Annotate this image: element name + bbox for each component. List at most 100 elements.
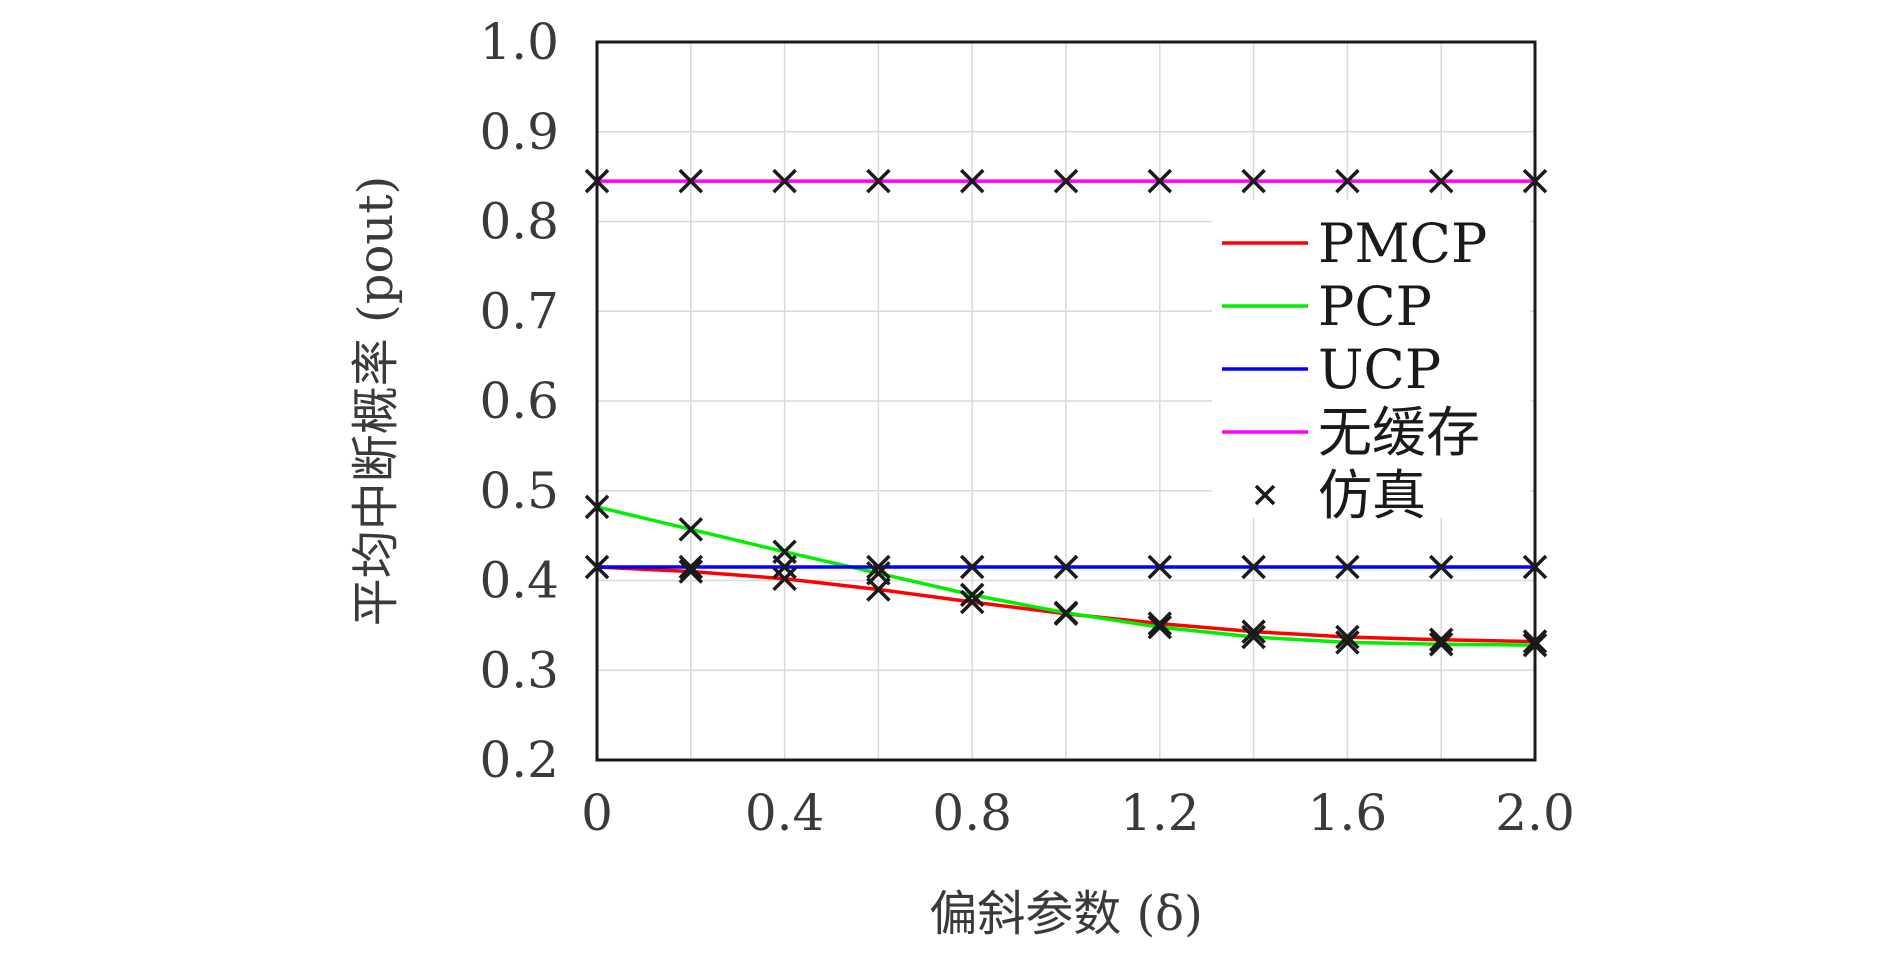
simulation-marker — [772, 566, 797, 591]
simulation-marker — [772, 168, 797, 194]
marker-stroke — [678, 554, 704, 580]
marker-stroke — [772, 566, 797, 591]
marker-stroke — [1335, 168, 1360, 194]
y-tick-labels: 0.2 0.3 0.4 0.5 0.6 0.7 0.8 0.9 1.0 — [479, 13, 559, 789]
x-tick-label: 2.0 — [1495, 784, 1575, 842]
simulation-marker — [959, 168, 985, 194]
y-tick-label: 0.9 — [479, 103, 559, 161]
x-tick-label: 0.4 — [745, 784, 825, 842]
y-tick-label: 0.3 — [479, 641, 559, 699]
marker-stroke — [1428, 554, 1454, 580]
marker-stroke — [1335, 624, 1360, 650]
legend-background — [1212, 200, 1530, 518]
simulation-marker — [678, 554, 704, 580]
marker-stroke — [1241, 619, 1266, 644]
legend-entry: 仿真 — [1254, 464, 1426, 527]
simulation-marker — [866, 554, 891, 580]
y-tick-label: 0.5 — [479, 462, 559, 520]
marker-stroke — [866, 554, 891, 580]
simulation-markers — [584, 168, 1548, 658]
simulation-marker — [1053, 554, 1079, 580]
y-tick-label: 0.2 — [479, 731, 559, 789]
x-tick-labels: 0 0.4 0.8 1.2 1.6 2.0 — [581, 784, 1575, 842]
marker-stroke — [959, 168, 985, 194]
simulation-marker — [866, 168, 891, 194]
y-tick-label: 0.4 — [479, 552, 559, 610]
simulation-marker — [1147, 614, 1173, 640]
marker-stroke — [1241, 554, 1266, 580]
marker-stroke — [1147, 611, 1173, 636]
marker-stroke — [1428, 631, 1454, 657]
marker-stroke — [772, 168, 797, 194]
x-tick-label: 1.6 — [1308, 784, 1388, 842]
simulation-marker — [959, 554, 985, 580]
simulation-marker — [1428, 168, 1454, 194]
marker-stroke — [959, 582, 985, 608]
legend-marker — [1254, 484, 1276, 506]
marker-stroke — [1053, 601, 1079, 626]
marker-stroke — [1147, 168, 1173, 194]
x-tick-label: 0.8 — [932, 784, 1012, 842]
plot-frame — [595, 40, 1537, 762]
marker-stroke — [1241, 168, 1266, 194]
simulation-marker — [1053, 168, 1079, 194]
marker-stroke — [1335, 630, 1360, 655]
legend-label: PMCP — [1318, 212, 1487, 275]
marker-stroke — [678, 517, 704, 542]
y-tick-label: 0.8 — [479, 193, 559, 251]
marker-stroke — [1241, 624, 1266, 650]
simulation-marker — [678, 168, 704, 194]
simulation-marker — [1335, 554, 1360, 580]
marker-stroke — [772, 539, 797, 565]
x-axis-title: 偏斜参数 (δ) — [929, 886, 1203, 942]
marker-stroke — [1147, 614, 1173, 640]
simulation-marker — [1147, 554, 1173, 580]
simulation-marker — [1053, 601, 1079, 626]
marker-stroke — [1053, 168, 1079, 194]
simulation-marker — [1428, 627, 1454, 652]
marker-stroke — [866, 168, 891, 194]
simulation-marker — [772, 539, 797, 565]
marker-stroke — [1428, 168, 1454, 194]
marker-stroke — [1053, 554, 1079, 580]
y-axis-title: 平均中断概率 (pout) — [348, 176, 404, 627]
simulation-marker — [959, 582, 985, 608]
simulation-marker — [1335, 624, 1360, 650]
marker-stroke — [678, 168, 704, 194]
legend-label: 仿真 — [1318, 464, 1426, 527]
legend-entry: 无缓存 — [1222, 401, 1480, 464]
legend-label: 无缓存 — [1318, 401, 1480, 464]
simulation-marker — [1241, 624, 1266, 650]
legend-entry: UCP — [1222, 338, 1441, 401]
x-tick-label: 1.2 — [1120, 784, 1200, 842]
marker-stroke — [1428, 627, 1454, 652]
simulation-marker — [678, 517, 704, 542]
marker-stroke — [866, 577, 891, 602]
simulation-marker — [1428, 631, 1454, 657]
marker-stroke — [959, 554, 985, 580]
legend-entry: PMCP — [1222, 212, 1487, 275]
y-tick-label: 0.6 — [479, 372, 559, 430]
legend-label: PCP — [1318, 275, 1432, 338]
marker-stroke — [1147, 554, 1173, 580]
y-tick-label: 1.0 — [479, 13, 559, 71]
x-tick-label: 0 — [581, 784, 613, 842]
y-tick-label: 0.7 — [479, 282, 559, 340]
simulation-marker — [1241, 168, 1266, 194]
simulation-marker — [866, 577, 891, 602]
marker-stroke — [1335, 554, 1360, 580]
simulation-marker — [1147, 168, 1173, 194]
simulation-marker — [1335, 168, 1360, 194]
simulation-marker — [1241, 554, 1266, 580]
simulation-marker — [1335, 630, 1360, 655]
simulation-marker — [959, 589, 985, 615]
simulation-marker — [678, 559, 704, 584]
simulation-marker — [1428, 554, 1454, 580]
marker-stroke — [678, 559, 704, 584]
simulation-marker — [1147, 611, 1173, 636]
simulation-marker — [1241, 619, 1266, 644]
legend-label: UCP — [1318, 338, 1441, 401]
legend-entry: PCP — [1222, 275, 1432, 338]
